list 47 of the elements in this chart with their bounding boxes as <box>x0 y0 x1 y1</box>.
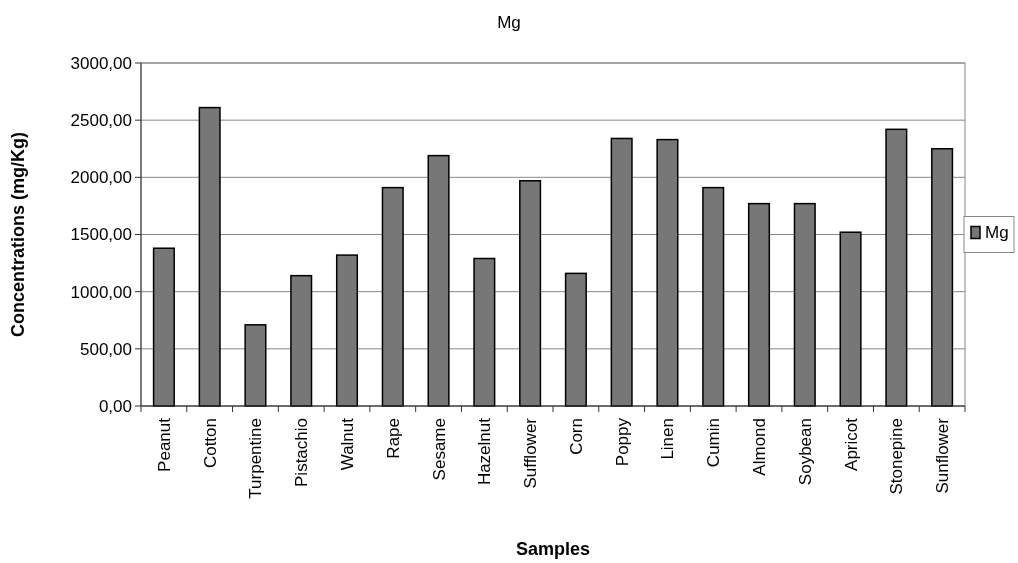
bar <box>564 272 587 407</box>
bar <box>290 274 313 407</box>
bar <box>793 202 816 407</box>
x-tick-label: Cotton <box>200 418 220 469</box>
bar <box>335 254 359 407</box>
x-tick-label: Soybean <box>795 418 815 486</box>
y-tick-label: 1000,00 <box>70 282 132 302</box>
x-tick-label: Cumin <box>704 418 724 468</box>
x-tick-label: Sufflower <box>521 417 541 489</box>
bar <box>747 202 771 407</box>
y-tick-label: 3000,00 <box>70 53 132 73</box>
bar <box>152 247 175 407</box>
y-tick-label: 0,00 <box>98 396 132 416</box>
bar <box>519 180 542 407</box>
x-tick-label: Almond <box>749 418 769 476</box>
y-tick-label: 500,00 <box>80 339 132 359</box>
x-tick-label: Rape <box>383 418 403 459</box>
x-tick-label: Pistachio <box>292 418 312 487</box>
bar <box>839 231 862 407</box>
bar <box>702 186 725 407</box>
x-tick-label: Poppy <box>612 417 632 467</box>
bar <box>610 137 633 407</box>
x-tick-label: Corn <box>566 418 586 455</box>
x-tick-label: Sesame <box>429 418 449 481</box>
bar <box>198 106 221 407</box>
bar <box>885 128 908 407</box>
bar <box>656 138 679 407</box>
bar <box>427 154 450 407</box>
legend-label: Mg <box>985 223 1009 243</box>
y-axis-title: Concentrations (mg/Kg) <box>8 132 28 337</box>
x-tick-label: Walnut <box>337 417 357 471</box>
x-tick-label: Sunflower <box>933 417 953 494</box>
bar <box>931 148 954 407</box>
y-tick-label: 2500,00 <box>70 111 132 131</box>
x-tick-label: Turpentine <box>246 418 266 499</box>
x-tick-label: Apricot <box>841 417 861 471</box>
x-tick-label: Peanut <box>154 417 174 472</box>
x-tick-label: Hazelnut <box>475 417 495 486</box>
y-tick-label: 1500,00 <box>70 225 132 245</box>
y-tick-label: 2000,00 <box>70 168 132 188</box>
x-axis-title: Samples <box>515 539 591 559</box>
bar <box>473 257 496 407</box>
chart-title: Mg <box>497 13 521 32</box>
x-tick-label: Stonepine <box>887 418 907 495</box>
bar <box>381 186 404 407</box>
bar <box>244 324 267 407</box>
x-tick-label: Linen <box>658 418 678 460</box>
